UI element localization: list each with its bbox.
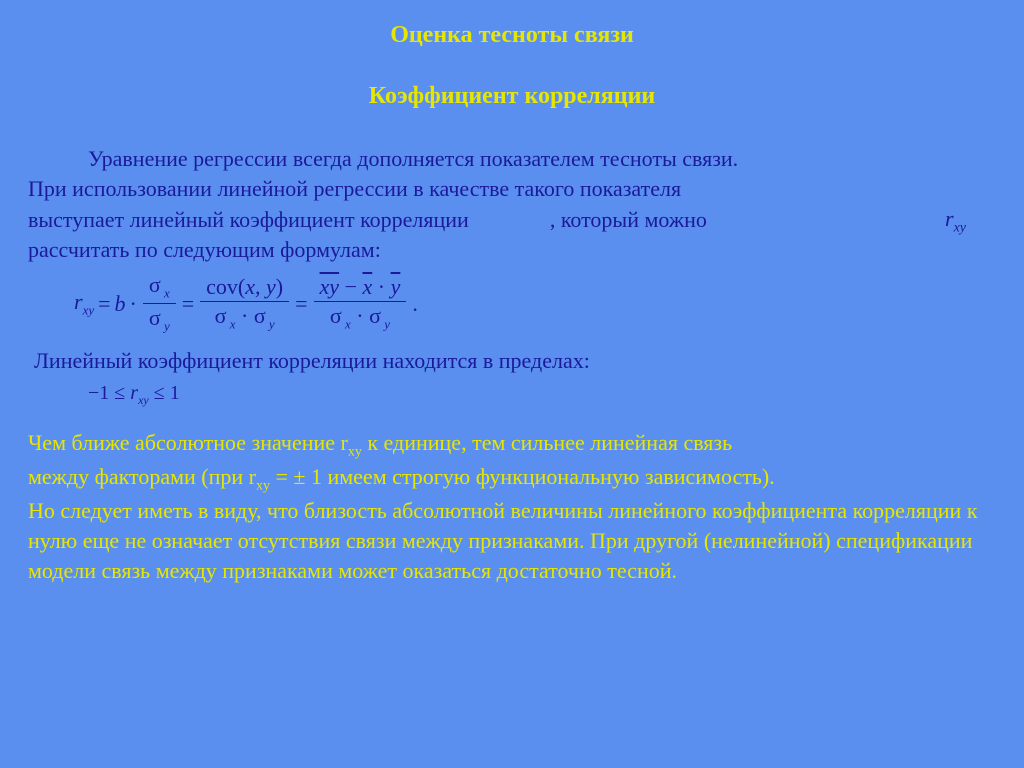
intro-line1: Уравнение регрессии всегда дополняется п… xyxy=(28,144,996,174)
concl-seg5: Но следует иметь в виду, что близость аб… xyxy=(28,498,978,584)
concl-seg3: между факторами (при r xyxy=(28,464,256,489)
inequality: −1 ≤ rxy ≤ 1 xyxy=(88,382,996,408)
ineq-le2: ≤ xyxy=(149,382,170,404)
concl-seg2: к единице, тем сильнее линейная связь xyxy=(362,430,732,455)
formula-eq3: = xyxy=(295,291,307,317)
intro-line4: рассчитать по следующим формулам: xyxy=(28,235,996,265)
ineq-r: r xyxy=(130,382,138,404)
formula-frac-mean: xy − x · y σ x · σ y xyxy=(314,275,407,332)
rxy-sub: xy xyxy=(954,220,966,235)
intro-line2: При использовании линейной регрессии в к… xyxy=(28,174,996,204)
ineq-rsub: xy xyxy=(138,393,149,407)
ineq-neg1: −1 xyxy=(88,382,109,404)
intro-line3: выступает линейный коэффициент корреляци… xyxy=(28,205,996,235)
concl-seg1: Чем ближе абсолютное значение r xyxy=(28,430,348,455)
rxy-inline-symbol: rxy xyxy=(945,204,966,238)
intro-line3b: , который можно xyxy=(550,207,707,232)
concl-sub2: xy xyxy=(256,478,270,493)
paragraph-range: Линейный коэффициент корреляции находитс… xyxy=(34,346,996,376)
ineq-le1: ≤ xyxy=(109,382,130,404)
formula-period: . xyxy=(412,291,418,317)
slide-subtitle: Коэффициент корреляции xyxy=(28,83,996,110)
paragraph-intro: rxy Уравнение регрессии всегда дополняет… xyxy=(28,144,996,265)
formula-eq1: = xyxy=(98,291,110,317)
formula-eq2: = xyxy=(182,291,194,317)
formula-frac-cov: cov(x, y) σ x · σ y xyxy=(200,275,289,332)
rxy-r: r xyxy=(945,206,954,231)
formula-dot1: · xyxy=(130,291,137,317)
intro-line3a: выступает линейный коэффициент корреляци… xyxy=(28,207,469,232)
formula-frac-sigma: σ x σ y xyxy=(143,273,176,333)
concl-sub1: xy xyxy=(348,445,362,460)
formula-r: rxy xyxy=(74,289,94,318)
slide-title: Оценка тесноты связи xyxy=(28,22,996,49)
concl-seg4: = ± 1 имеем строгую функциональную завис… xyxy=(270,464,775,489)
paragraph-conclusion: Чем ближе абсолютное значение rxy к един… xyxy=(28,428,996,586)
ineq-one: 1 xyxy=(170,382,180,404)
main-formula: rxy = b · σ x σ y = cov(x, y) σ x · σ y … xyxy=(74,273,996,333)
formula-b: b xyxy=(115,291,126,317)
